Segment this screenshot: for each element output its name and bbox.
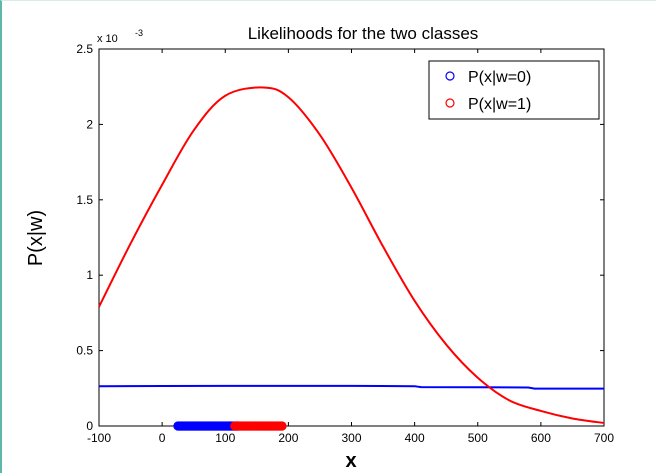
x-tick-label: 100	[215, 431, 235, 445]
x-tick-label: 0	[159, 431, 166, 445]
series-line-w0	[98, 384, 604, 390]
x-tick-label: 600	[531, 431, 551, 445]
y-tick-label: 2	[86, 117, 93, 131]
legend-marker-w0	[445, 71, 455, 81]
x-tick-label: 700	[594, 431, 614, 445]
x-tick-label: 400	[405, 431, 425, 445]
legend-label-w1: P(x|w=1)	[468, 96, 531, 113]
x-tick-label: 200	[278, 431, 298, 445]
y-axis-label: P(x|w)	[25, 210, 47, 266]
legend-label-w0: P(x|w=0)	[468, 69, 531, 86]
x-tick-label: -100	[87, 431, 111, 445]
x-tick-label: 300	[341, 431, 361, 445]
y-tick-label: 0.5	[76, 344, 93, 358]
y-exponent-label: x 10 -3	[97, 28, 143, 45]
y-tick-label: 0	[86, 419, 93, 433]
legend-marker-w1	[445, 98, 455, 108]
x-axis-label: x	[345, 450, 356, 472]
y-exponent-text: -3	[135, 28, 143, 38]
chart-title: Likelihoods for the two classes	[248, 24, 479, 43]
y-tick-label: 2.5	[76, 42, 93, 56]
x-tick-label: 500	[468, 431, 488, 445]
y-multiplier-text: x 10	[97, 33, 118, 45]
y-tick-label: 1	[86, 268, 93, 282]
series-line-w1	[98, 86, 605, 424]
series-layer	[98, 86, 605, 424]
sample-point-w1	[277, 421, 287, 431]
legend-box	[428, 60, 600, 120]
samples-layer	[173, 421, 287, 431]
legend: P(x|w=0) P(x|w=1)	[428, 60, 600, 120]
y-tick-label: 1.5	[76, 193, 93, 207]
